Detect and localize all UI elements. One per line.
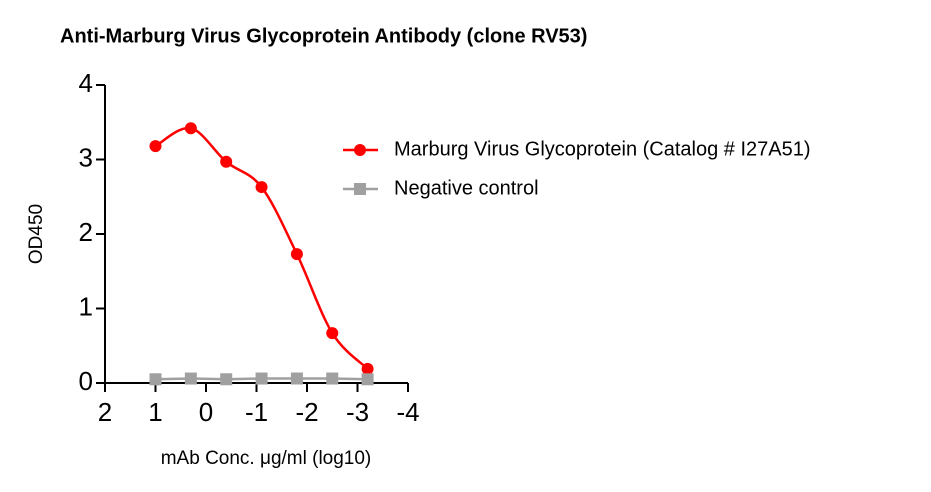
- chart-title: Anti-Marburg Virus Glycoprotein Antibody…: [60, 25, 587, 47]
- x-tick-label: -3: [346, 397, 369, 427]
- marker: [220, 155, 233, 168]
- x-tick-label: -2: [295, 397, 318, 427]
- x-tick-label: 1: [148, 397, 162, 427]
- marker: [255, 181, 268, 194]
- y-axis-label: OD450: [26, 204, 47, 264]
- marker: [361, 373, 374, 386]
- marker: [354, 144, 366, 156]
- marker: [184, 372, 197, 385]
- marker: [149, 140, 162, 153]
- marker: [255, 372, 268, 385]
- legend-label: Negative control: [394, 177, 539, 199]
- y-tick-label: 1: [79, 291, 93, 321]
- x-tick-label: 0: [199, 397, 213, 427]
- y-tick-label: 2: [79, 217, 93, 247]
- marker: [354, 183, 366, 195]
- marker: [290, 248, 303, 261]
- marker: [326, 372, 339, 385]
- marker: [184, 122, 197, 135]
- x-tick-label: -4: [396, 397, 419, 427]
- y-tick-label: 4: [79, 68, 93, 98]
- marker: [361, 362, 374, 375]
- x-tick-label: 2: [98, 397, 112, 427]
- marker: [149, 373, 162, 386]
- y-tick-label: 0: [79, 366, 93, 396]
- legend-label: Marburg Virus Glycoprotein (Catalog # I2…: [394, 138, 811, 160]
- marker: [290, 372, 303, 385]
- marker: [220, 373, 233, 386]
- y-tick-label: 3: [79, 142, 93, 172]
- x-tick-label: -1: [245, 397, 268, 427]
- marker: [326, 327, 339, 340]
- x-axis-label: mAb Conc. μg/ml (log10): [161, 448, 372, 469]
